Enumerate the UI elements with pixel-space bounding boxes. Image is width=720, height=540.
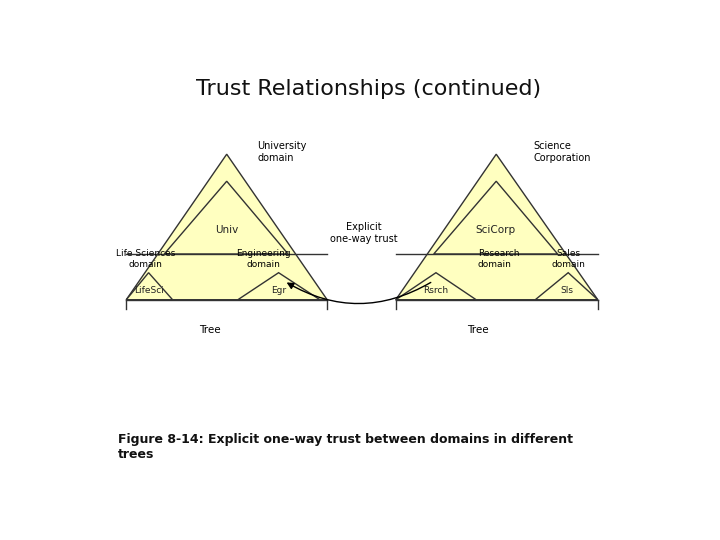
Text: Rsrch: Rsrch xyxy=(423,286,449,295)
Text: Figure 8-14: Explicit one-way trust between domains in different
trees: Figure 8-14: Explicit one-way trust betw… xyxy=(118,433,573,461)
Text: Life Sciences
domain: Life Sciences domain xyxy=(116,249,176,268)
Text: Science
Corporation: Science Corporation xyxy=(534,141,591,163)
Polygon shape xyxy=(396,273,476,300)
Text: Trust Relationships (continued): Trust Relationships (continued) xyxy=(197,79,541,99)
Text: Research
domain: Research domain xyxy=(478,249,519,268)
Text: Tree: Tree xyxy=(467,325,489,335)
Polygon shape xyxy=(164,181,288,254)
Polygon shape xyxy=(126,154,327,300)
Text: Engineering
domain: Engineering domain xyxy=(235,249,290,268)
Polygon shape xyxy=(433,181,557,254)
Polygon shape xyxy=(126,273,173,300)
Text: Egr: Egr xyxy=(271,286,287,295)
Polygon shape xyxy=(238,273,320,300)
Text: Sales
domain: Sales domain xyxy=(552,249,585,268)
Text: SciCorp: SciCorp xyxy=(476,225,516,235)
Text: Explicit
one-way trust: Explicit one-way trust xyxy=(330,222,397,244)
Polygon shape xyxy=(396,154,598,300)
Text: Sls: Sls xyxy=(561,286,574,295)
Text: University
domain: University domain xyxy=(258,141,307,163)
Text: Univ: Univ xyxy=(215,225,238,235)
Text: Tree: Tree xyxy=(199,325,221,335)
Polygon shape xyxy=(535,273,598,300)
Text: LifeSci: LifeSci xyxy=(134,286,164,295)
